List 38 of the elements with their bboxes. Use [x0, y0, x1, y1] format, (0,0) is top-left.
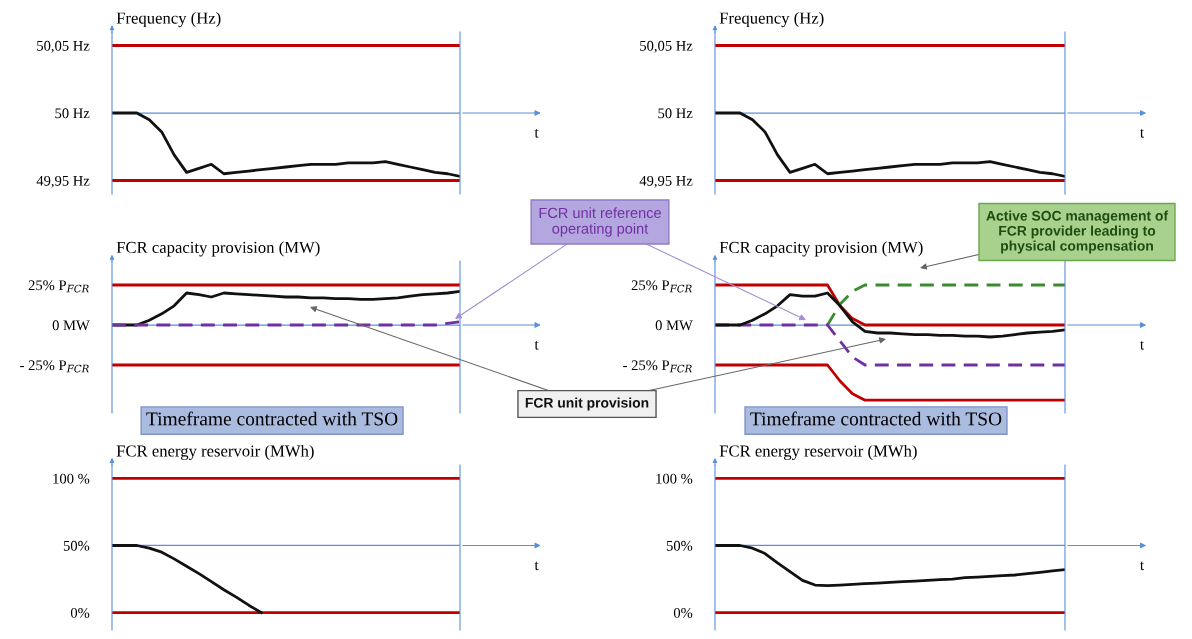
y-tick-label: 50%: [63, 540, 90, 551]
x-axis-title: t: [534, 128, 539, 138]
y-tick-label: 49,95 Hz: [36, 175, 90, 188]
y-tick-label: - 25% P$_{FCR}$: [623, 360, 692, 373]
y-tick-label: 25% P$_{FCR}$: [28, 280, 89, 293]
y-tick-label: 0%: [70, 607, 90, 618]
y-tick-label: - 25% P$_{FCR}$: [20, 360, 89, 373]
y-tick-label: 25% P$_{FCR}$: [631, 280, 692, 293]
text: FCR unit provision: [525, 397, 649, 411]
x-axis-title: t: [1140, 561, 1145, 571]
x-axis-title: t: [534, 340, 539, 350]
y-tick-label: 0 MW: [655, 320, 693, 331]
y-tick-label: 0%: [673, 607, 693, 618]
chart-title: FCR capacity provision (MW): [719, 241, 923, 257]
y-tick-label: 50,05 Hz: [37, 40, 90, 53]
line-series: [826, 283, 1065, 327]
annotation: Timeframe contracted with TSO: [146, 411, 398, 426]
y-tick-label: 50 Hz: [658, 108, 693, 119]
x-axis-title: t: [1140, 128, 1145, 138]
text: FCR unit reference operating point: [539, 207, 661, 237]
y-tick-label: 49,95 Hz: [639, 175, 693, 188]
y-tick-label: 0 MW: [52, 320, 90, 331]
x-axis-title: t: [1140, 340, 1145, 350]
chart-title: FCR energy reservoir (MWh): [719, 444, 917, 461]
y-tick-label: 100 %: [53, 473, 90, 484]
chart-title: FCR capacity provision (MW): [116, 241, 320, 257]
text: Active SOC management of FCR provider leading to physical compensation: [986, 210, 1169, 254]
y-tick-label: 50 Hz: [55, 108, 90, 119]
line-series: [112, 544, 263, 614]
y-tick-label: 50%: [666, 540, 693, 551]
chart-title: Frequency (Hz): [719, 11, 824, 28]
y-tick-label: 50,05 Hz: [640, 40, 693, 53]
chart-title: FCR energy reservoir (MWh): [116, 444, 314, 461]
line-series: [715, 363, 1065, 402]
y-tick-label: 100 %: [656, 473, 693, 484]
chart-title: Frequency (Hz): [116, 11, 221, 28]
x-axis-title: t: [534, 561, 539, 571]
annotation: Timeframe contracted with TSO: [750, 411, 1002, 426]
